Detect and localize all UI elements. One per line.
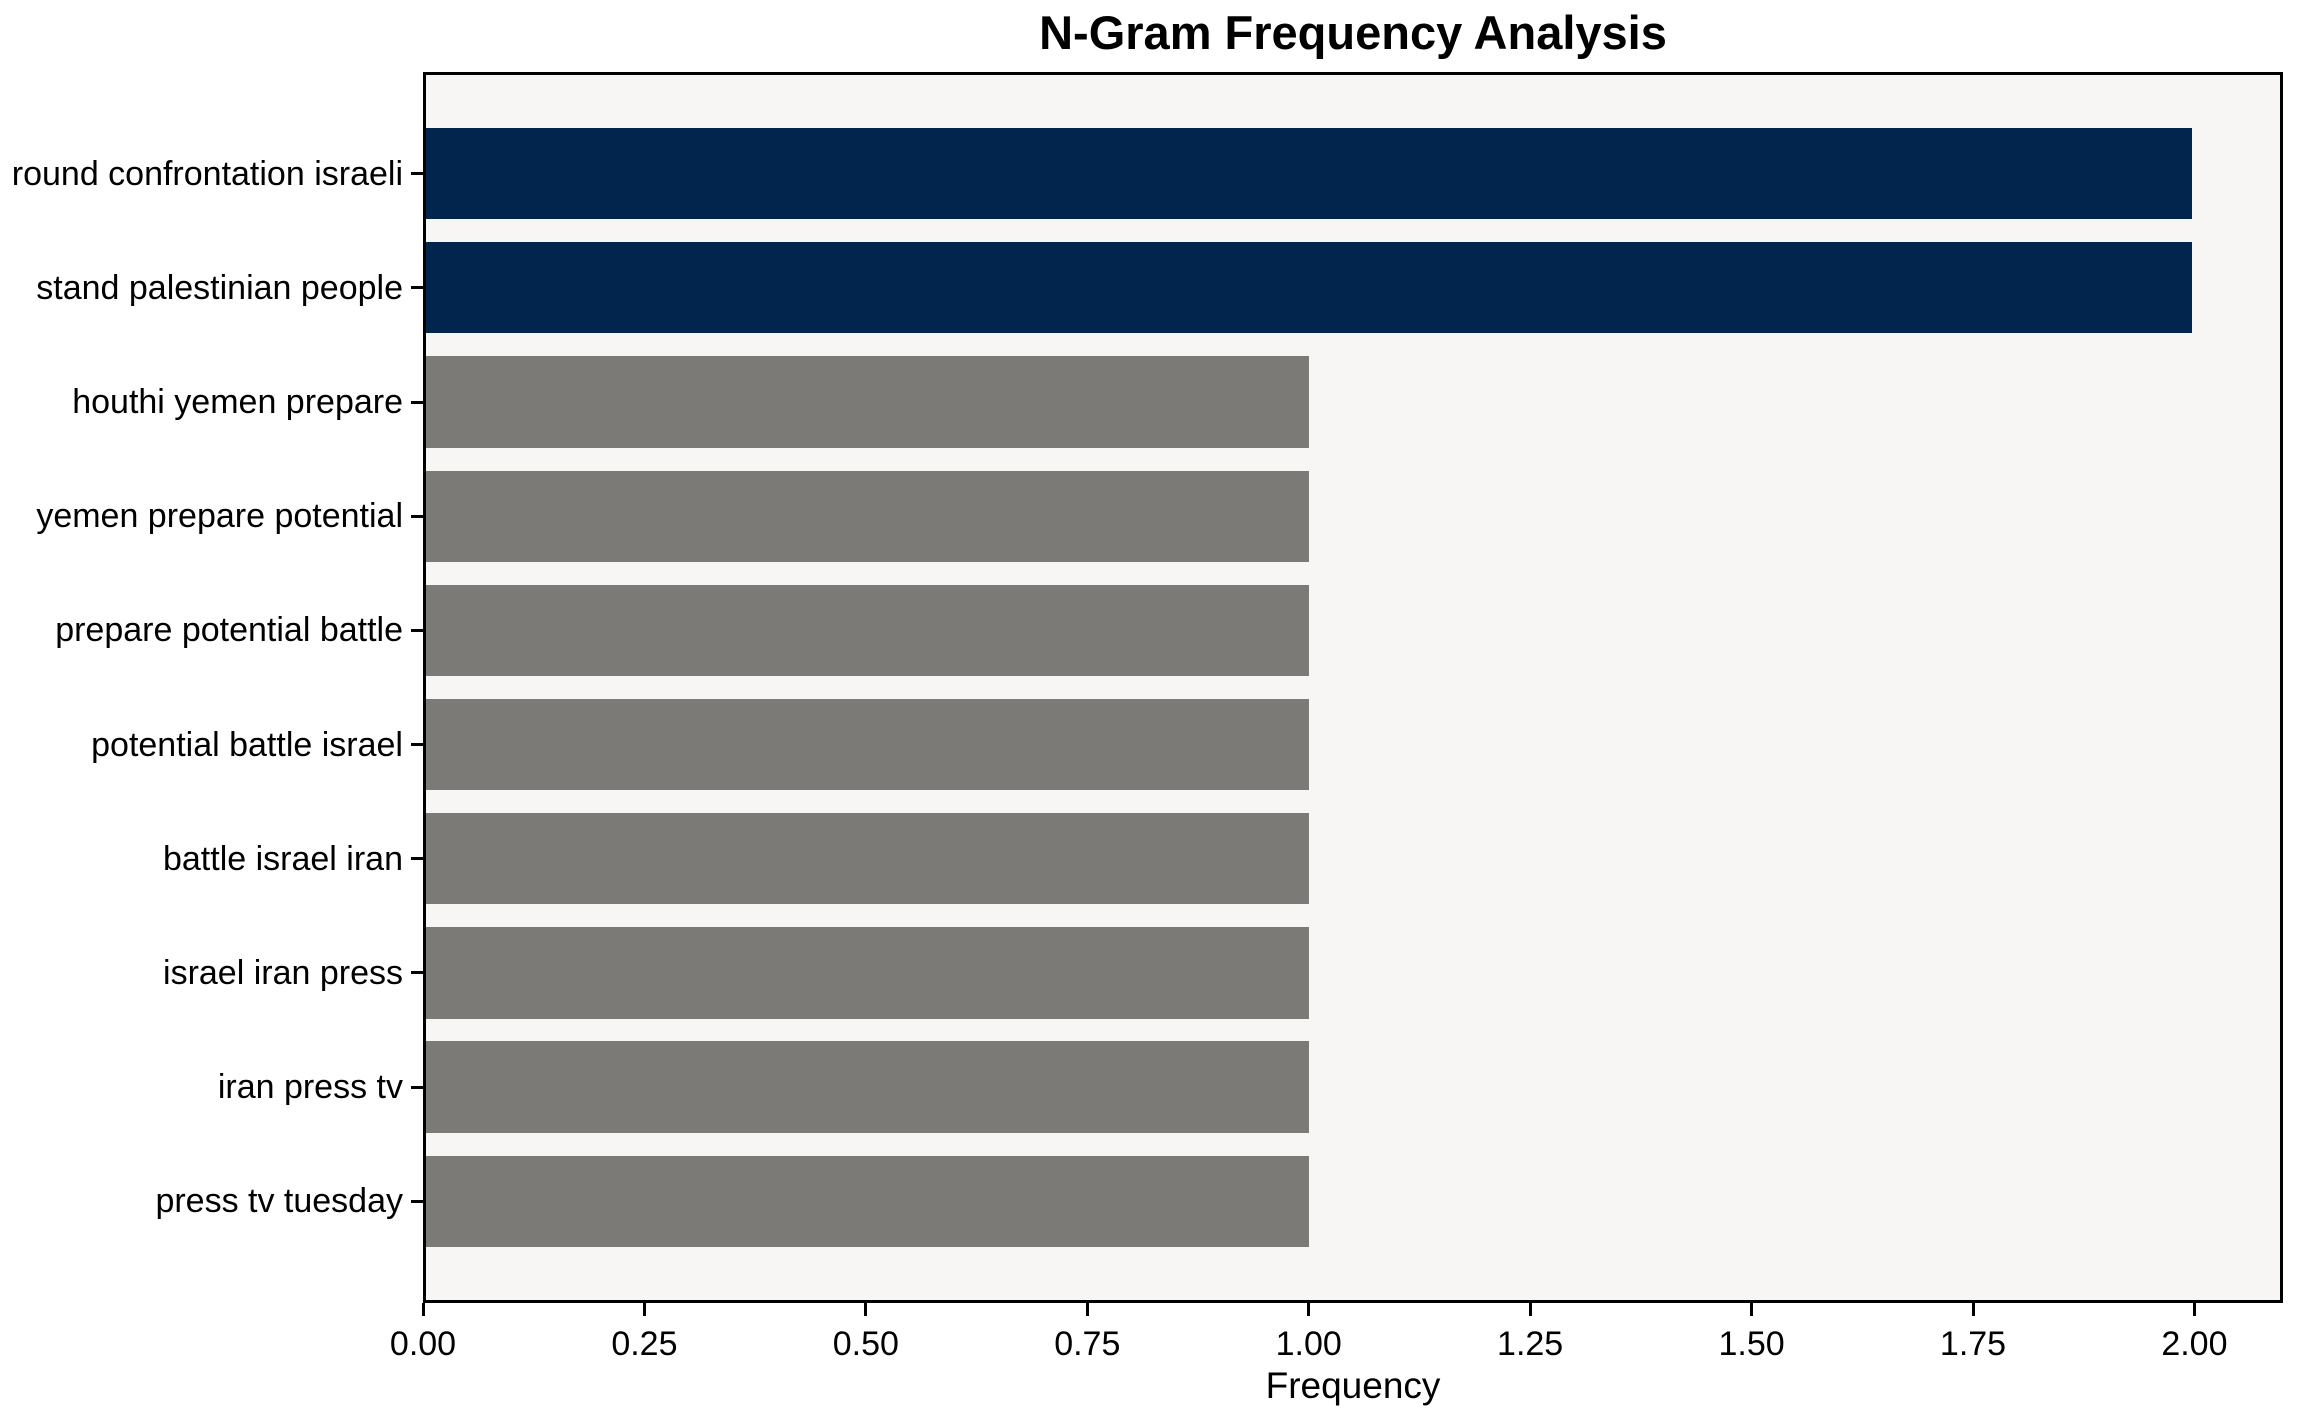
y-tick-mark (411, 743, 423, 747)
x-tick-mark (642, 1303, 646, 1316)
y-tick-mark (411, 514, 423, 518)
x-tick-label: 0.75 (1054, 1325, 1121, 1363)
y-tick-mark (411, 1085, 423, 1089)
x-tick-mark (864, 1303, 868, 1316)
bar (426, 470, 1309, 562)
bar (426, 356, 1309, 448)
x-tick-label: 0.25 (611, 1325, 678, 1363)
y-tick-label: prepare potential battle (55, 611, 403, 650)
x-tick-mark (421, 1303, 425, 1316)
bar (426, 127, 2192, 220)
plot-area (423, 72, 2283, 1303)
bar (426, 927, 1309, 1019)
y-tick-mark (411, 857, 423, 861)
y-tick-label: yemen prepare potential (36, 497, 403, 536)
x-tick-mark (2192, 1303, 2196, 1316)
y-tick-mark (411, 286, 423, 290)
x-tick-mark (1750, 1303, 1754, 1316)
bar (426, 584, 1309, 677)
y-tick-mark (411, 1199, 423, 1203)
bar (426, 1155, 1309, 1248)
bar (426, 698, 1309, 791)
x-tick-label: 1.50 (1718, 1325, 1785, 1363)
y-tick-label: israel iran press (163, 953, 403, 992)
x-tick-mark (1085, 1303, 1089, 1316)
x-axis-label: Frequency (1265, 1365, 1441, 1406)
y-tick-label: iran press tv (217, 1068, 403, 1107)
y-tick-label: round confrontation israeli (11, 154, 403, 193)
bar (426, 1041, 1309, 1133)
y-tick-mark (411, 172, 423, 176)
y-tick-mark (411, 971, 423, 975)
chart-title: N-Gram Frequency Analysis (1039, 6, 1667, 59)
x-tick-label: 2.00 (2161, 1325, 2228, 1363)
y-tick-label: houthi yemen prepare (72, 383, 403, 422)
y-tick-label: press tv tuesday (155, 1182, 403, 1221)
y-tick-mark (411, 628, 423, 632)
bar (426, 242, 2192, 334)
x-tick-label: 1.75 (1939, 1325, 2007, 1363)
x-tick-mark (1971, 1303, 1975, 1316)
x-tick-label: 0.00 (389, 1325, 457, 1363)
x-tick-label: 1.25 (1497, 1325, 1564, 1363)
x-tick-label: 0.50 (832, 1325, 899, 1363)
bar (426, 813, 1309, 905)
x-tick-mark (1528, 1303, 1532, 1316)
y-tick-label: potential battle israel (91, 725, 403, 764)
x-tick-mark (1307, 1303, 1311, 1316)
x-tick-label: 1.00 (1275, 1325, 1342, 1363)
y-tick-label: battle israel iran (162, 839, 403, 878)
y-tick-label: stand palestinian people (36, 268, 403, 307)
y-tick-mark (411, 400, 423, 404)
